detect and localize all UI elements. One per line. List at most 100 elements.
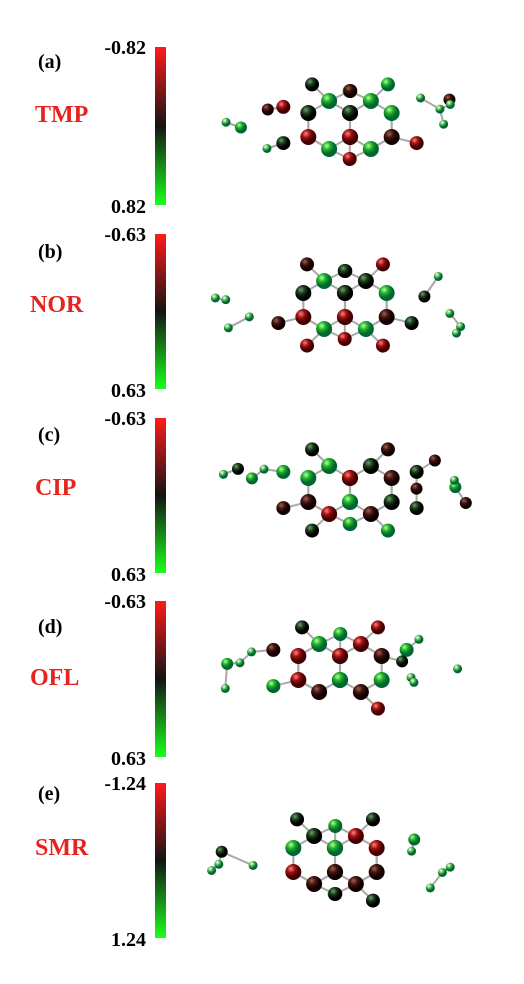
atom xyxy=(449,475,459,485)
atom xyxy=(396,655,409,668)
atom xyxy=(300,129,317,145)
atom xyxy=(306,828,323,844)
atom xyxy=(295,285,312,301)
atom xyxy=(362,93,379,109)
atom xyxy=(409,136,424,151)
atom xyxy=(378,285,395,301)
atom xyxy=(404,316,419,331)
atom xyxy=(276,136,291,151)
atom xyxy=(311,684,328,700)
atom xyxy=(333,627,348,642)
atom xyxy=(321,506,338,522)
atom xyxy=(409,501,424,516)
molecule-name: CIP xyxy=(35,475,76,501)
atom xyxy=(337,309,354,325)
atom xyxy=(445,862,455,872)
atom xyxy=(380,77,395,92)
atom xyxy=(370,701,385,716)
atom xyxy=(248,860,258,870)
color-scale xyxy=(155,601,166,757)
atom xyxy=(410,482,423,495)
atom xyxy=(342,494,359,510)
atom xyxy=(327,864,344,880)
atom xyxy=(332,648,349,664)
scale-bottom: 0.82 xyxy=(111,196,146,218)
atom xyxy=(357,321,374,337)
atom xyxy=(276,464,291,479)
atom xyxy=(244,312,254,322)
atom xyxy=(409,677,419,687)
color-scale xyxy=(155,418,166,573)
molecule-name: SMR xyxy=(35,835,89,861)
atom xyxy=(409,464,424,479)
atom xyxy=(347,876,364,892)
atom xyxy=(328,819,343,834)
atom xyxy=(300,494,317,510)
atom xyxy=(316,321,333,337)
atom xyxy=(321,141,338,157)
molecule xyxy=(218,442,472,538)
atom xyxy=(362,458,379,474)
atom xyxy=(300,257,315,272)
atom xyxy=(445,308,455,318)
atom xyxy=(337,331,352,346)
atom xyxy=(295,620,310,635)
atom xyxy=(300,470,317,486)
atom xyxy=(373,672,390,688)
atom xyxy=(416,93,426,103)
atom xyxy=(433,271,443,281)
atom xyxy=(362,141,379,157)
atom xyxy=(445,99,455,109)
atom xyxy=(221,117,231,127)
color-scale xyxy=(155,783,166,938)
atom xyxy=(223,323,233,333)
atom xyxy=(383,129,400,145)
atom xyxy=(342,105,359,121)
molecule xyxy=(207,812,455,908)
atom xyxy=(459,497,472,510)
atom xyxy=(408,833,421,846)
scale-top: -0.82 xyxy=(104,37,146,59)
atom xyxy=(305,77,320,92)
molecule-name: TMP xyxy=(35,102,88,128)
atom xyxy=(311,636,328,652)
atom xyxy=(342,129,359,145)
atom xyxy=(332,672,349,688)
atom xyxy=(305,442,320,457)
atom xyxy=(221,295,231,305)
atom xyxy=(321,458,338,474)
atom xyxy=(214,859,224,869)
atom xyxy=(453,664,463,674)
scale-top: -0.63 xyxy=(104,408,146,430)
atom xyxy=(261,103,274,116)
atom xyxy=(383,494,400,510)
atom xyxy=(290,672,307,688)
molecule xyxy=(221,77,456,166)
scale-bottom: 1.24 xyxy=(111,929,146,951)
atom xyxy=(352,684,369,700)
atom xyxy=(342,151,357,166)
scale-top: -0.63 xyxy=(104,591,146,613)
atom xyxy=(425,883,435,893)
atom xyxy=(316,273,333,289)
atom xyxy=(207,865,217,875)
atom xyxy=(414,634,424,644)
panel-tag: (e) xyxy=(38,783,60,805)
atom xyxy=(428,454,441,467)
atom xyxy=(285,840,302,856)
atom xyxy=(343,516,358,531)
panel-tag: (b) xyxy=(38,241,62,263)
atom xyxy=(362,506,379,522)
molecule-name: OFL xyxy=(30,665,79,691)
molecule xyxy=(210,257,466,353)
molecule xyxy=(220,620,463,716)
scale-bottom: 0.63 xyxy=(111,748,146,770)
atom xyxy=(221,657,234,670)
atom xyxy=(259,464,269,474)
atom xyxy=(290,648,307,664)
atom xyxy=(328,886,343,901)
atom xyxy=(380,442,395,457)
atom xyxy=(435,104,445,114)
atom xyxy=(343,84,358,99)
